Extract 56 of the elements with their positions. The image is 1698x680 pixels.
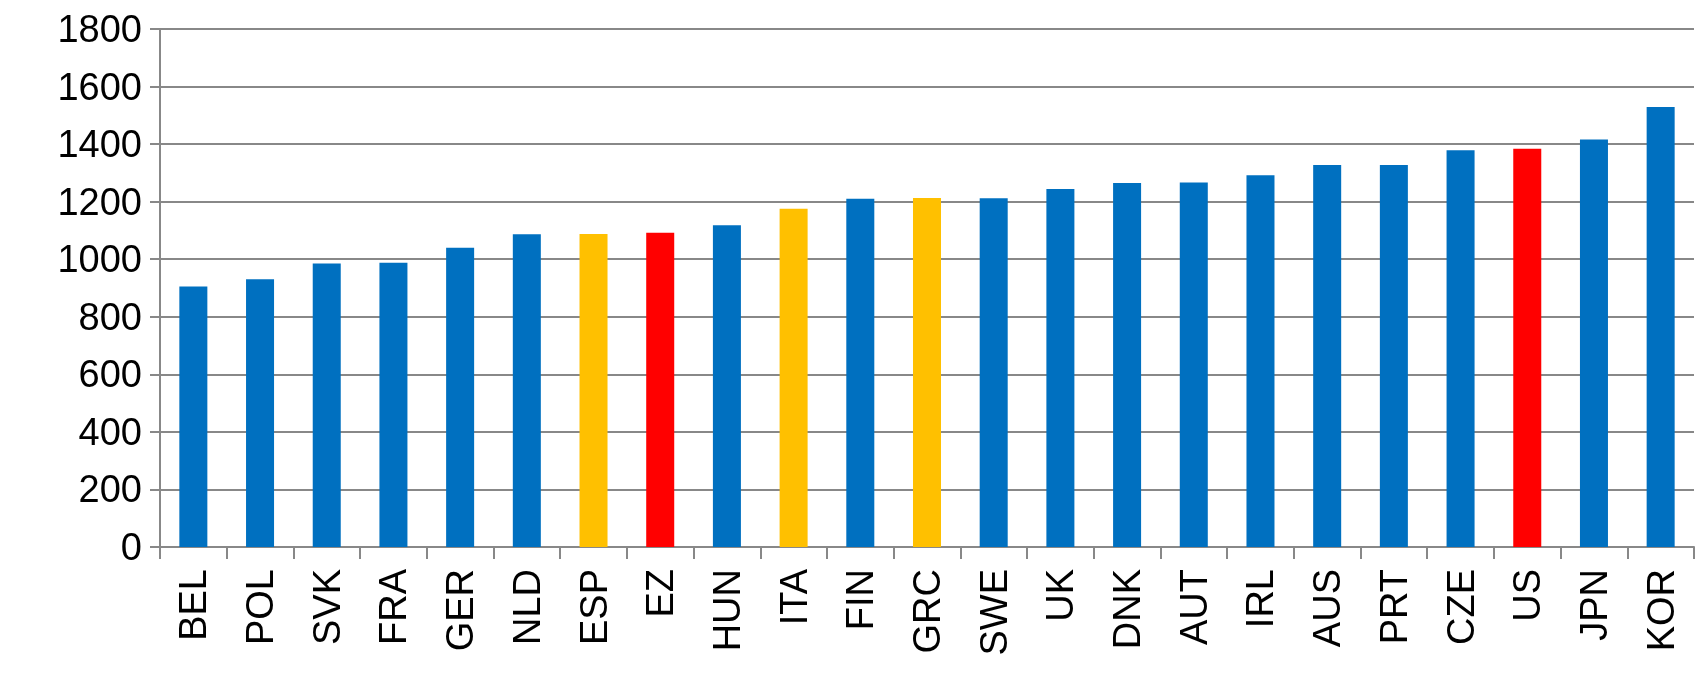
bar <box>712 225 741 547</box>
x-tick-label: KOR <box>1639 569 1682 652</box>
bar <box>912 197 942 547</box>
y-tick-label: 0 <box>120 526 142 568</box>
y-tick-label: 1200 <box>57 180 142 223</box>
y-tick-label: 400 <box>78 410 142 453</box>
bar <box>1646 106 1675 547</box>
bar <box>846 198 875 547</box>
x-tick-label: US <box>1506 569 1549 622</box>
x-tick-label: SWE <box>972 569 1015 656</box>
bar <box>1179 182 1208 547</box>
bar <box>446 247 475 547</box>
x-tick-label: GRC <box>906 569 948 654</box>
x-tick-label: JPN <box>1572 569 1615 641</box>
x-tick-label: DNK <box>1106 569 1149 650</box>
y-tick-label: 1800 <box>57 8 142 50</box>
bar <box>246 279 275 547</box>
bar <box>1246 175 1275 547</box>
bar <box>1113 182 1142 547</box>
bar <box>512 234 541 547</box>
x-tick-label: IRL <box>1239 569 1282 629</box>
bar <box>379 262 408 547</box>
x-tick-label: PRT <box>1372 569 1415 645</box>
x-tick-label: POL <box>239 569 282 646</box>
x-tick-label: AUS <box>1306 569 1349 648</box>
bar <box>646 232 675 547</box>
y-tick-label: 800 <box>78 295 142 338</box>
x-tick-label: HUN <box>705 569 748 652</box>
x-tick-label: ITA <box>772 568 815 626</box>
bar <box>979 198 1008 547</box>
x-tick-label: BEL <box>172 569 215 641</box>
bar <box>579 233 608 547</box>
x-tick-label: SVK <box>305 569 348 646</box>
bar <box>1579 139 1608 547</box>
x-tick-label: UK <box>1039 569 1082 622</box>
bar <box>1446 150 1475 547</box>
y-tick-label: 1000 <box>57 238 142 281</box>
y-tick-label: 1600 <box>57 65 142 108</box>
y-tick-label: 200 <box>78 468 142 511</box>
x-tick-label: GER <box>439 569 482 652</box>
bar <box>1513 148 1542 547</box>
x-tick-label: FIN <box>839 569 882 631</box>
x-tick-label: EZ <box>639 569 682 618</box>
x-tick-label: ESP <box>572 569 615 646</box>
bar <box>1046 189 1075 547</box>
y-tick-label: 600 <box>78 353 142 396</box>
x-tick-label: NLD <box>505 569 548 646</box>
x-tick-label: CZE <box>1439 569 1482 645</box>
bar <box>312 263 341 547</box>
x-tick-label: FRA <box>372 568 415 645</box>
bar <box>779 208 808 547</box>
x-tick-label: AUT <box>1172 569 1215 645</box>
bar <box>1313 165 1342 547</box>
bar <box>179 286 208 547</box>
y-tick-label: 1400 <box>57 123 142 166</box>
bar <box>1379 165 1408 547</box>
